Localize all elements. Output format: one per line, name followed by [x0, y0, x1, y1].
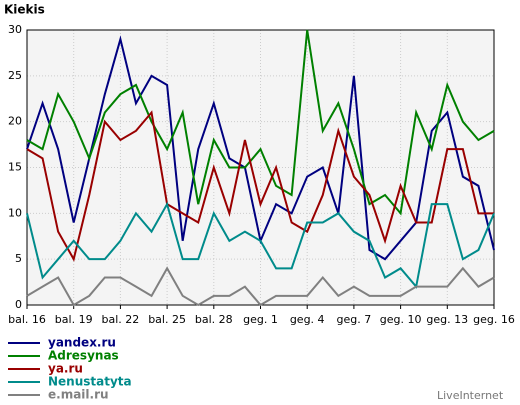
y-tick-label: 30 [8, 23, 22, 36]
x-tick-label: geg. 7 [337, 313, 372, 326]
x-tick-label: bal. 28 [195, 313, 233, 326]
series-line [26, 29, 495, 216]
y-tick-label: 20 [8, 115, 22, 128]
legend-text: Adresynas [48, 349, 119, 363]
series-line [26, 266, 495, 307]
x-tick-label: bal. 19 [55, 313, 93, 326]
x-tick-label: bal. 25 [148, 313, 186, 326]
y-tick-label: 25 [8, 69, 22, 82]
legend-text: Nenustatyta [48, 375, 132, 389]
legend-text: ya.ru [48, 362, 83, 376]
x-tick-label: geg. 13 [426, 313, 468, 326]
y-tick-label: 5 [15, 252, 22, 265]
y-tick-label: 10 [8, 206, 22, 219]
x-tick-label: geg. 4 [290, 313, 325, 326]
series-line [26, 110, 494, 262]
legend-text: yandex.ru [48, 336, 116, 350]
chart-title: Kiekis [4, 3, 45, 17]
x-tick-label: geg. 1 [243, 313, 278, 326]
y-tick-label: 0 [15, 298, 22, 311]
source: LiveInternet [437, 389, 504, 402]
x-tick-label: geg. 16 [473, 313, 515, 326]
x-tick-label: bal. 16 [8, 313, 46, 326]
y-tick-label: 15 [8, 161, 22, 174]
x-tick-label: bal. 22 [102, 313, 140, 326]
legend-text: e.mail.ru [48, 388, 109, 402]
x-tick-label: geg. 10 [380, 313, 422, 326]
